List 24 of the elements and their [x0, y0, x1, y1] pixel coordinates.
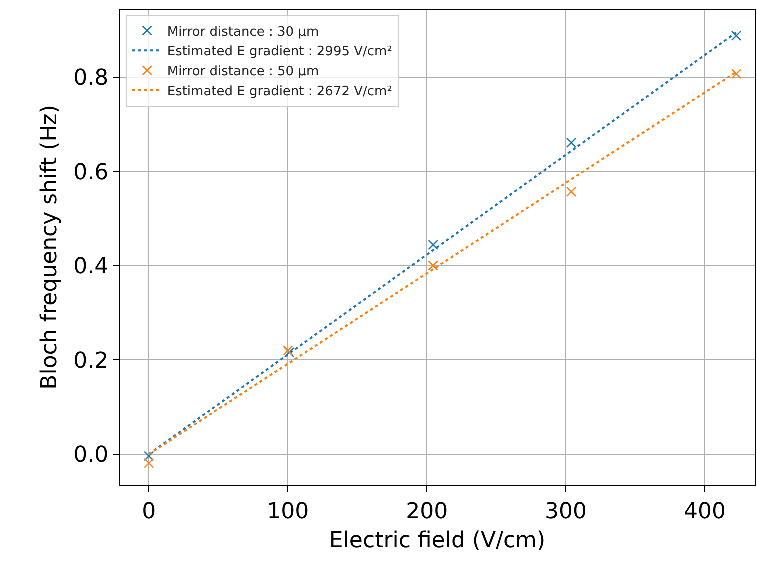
point	[428, 240, 438, 250]
point	[566, 186, 577, 198]
x-tick-label: 300	[545, 499, 588, 524]
point	[428, 260, 438, 272]
x-tick-label: 400	[684, 499, 726, 524]
y-tick-label: 0.2	[74, 348, 109, 374]
x-tick-label: 100	[267, 499, 310, 524]
x-tick-label: 200	[406, 499, 448, 524]
legend-label: Mirror distance : 50 µm	[167, 64, 320, 80]
point	[731, 68, 742, 80]
y-axis-title: Bloch frequency shift (Hz)	[37, 105, 62, 390]
legend-label: Mirror distance : 30 µm	[167, 24, 320, 40]
point	[731, 30, 742, 42]
y-tick-label: 0.8	[74, 66, 109, 92]
legend-label: Estimated E gradient : 2672 V/cm²	[167, 84, 392, 100]
x-tick-label: 0	[142, 499, 156, 524]
point	[566, 138, 577, 148]
legend-label: Estimated E gradient : 2995 V/cm²	[167, 44, 392, 60]
y-tick-label: 0.4	[74, 254, 109, 280]
y-tick-label: 0.0	[74, 443, 109, 468]
point	[144, 458, 154, 468]
point	[144, 451, 154, 462]
x-axis-title: Electric field (V/cm)	[329, 528, 546, 554]
y-tick-label: 0.6	[74, 160, 109, 186]
